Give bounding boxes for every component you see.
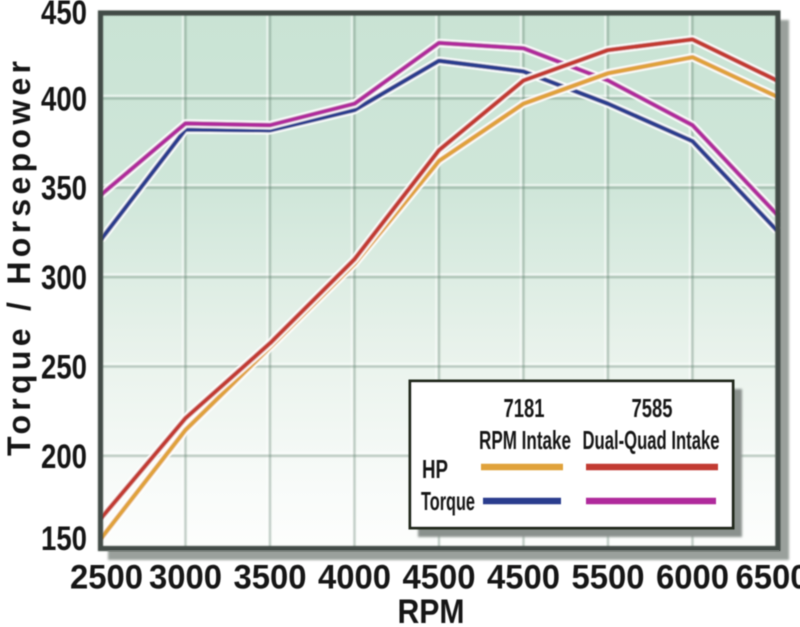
svg-text:HP: HP [422,454,448,484]
svg-text:Torque: Torque [421,486,475,516]
svg-text:RPM: RPM [398,593,465,627]
svg-text:2500: 2500 [70,559,143,597]
svg-text:6000: 6000 [656,559,729,597]
svg-text:4000: 4000 [318,559,391,597]
svg-text:4500: 4500 [403,559,476,597]
svg-text:5500: 5500 [572,559,645,597]
svg-text:250: 250 [41,349,87,387]
svg-text:3500: 3500 [234,559,307,597]
svg-text:450: 450 [41,0,87,32]
svg-text:350: 350 [41,170,87,208]
svg-text:200: 200 [41,438,87,476]
svg-text:RPM Intake: RPM Intake [479,425,571,455]
svg-text:4500: 4500 [487,559,560,597]
svg-text:6500: 6500 [736,559,800,597]
svg-text:150: 150 [41,520,87,558]
svg-text:7585: 7585 [632,393,673,423]
svg-text:400: 400 [41,80,87,118]
svg-text:Dual-Quad Intake: Dual-Quad Intake [583,425,720,455]
svg-text:300: 300 [41,259,87,297]
svg-text:7181: 7181 [504,393,545,423]
svg-text:3000: 3000 [149,559,222,597]
